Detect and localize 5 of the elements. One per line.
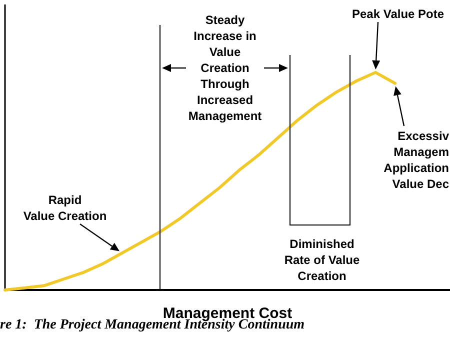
annotation: Rapid Value Creation (23, 193, 107, 223)
annotation: Steady Increase in Value Creation Through Increased Management (188, 13, 262, 123)
text: Peak Value Pote (352, 7, 444, 21)
annotation: Excessiv Managem Application Value Dec (384, 129, 450, 191)
annotation: Diminished Rate of Value Creation (284, 237, 360, 283)
